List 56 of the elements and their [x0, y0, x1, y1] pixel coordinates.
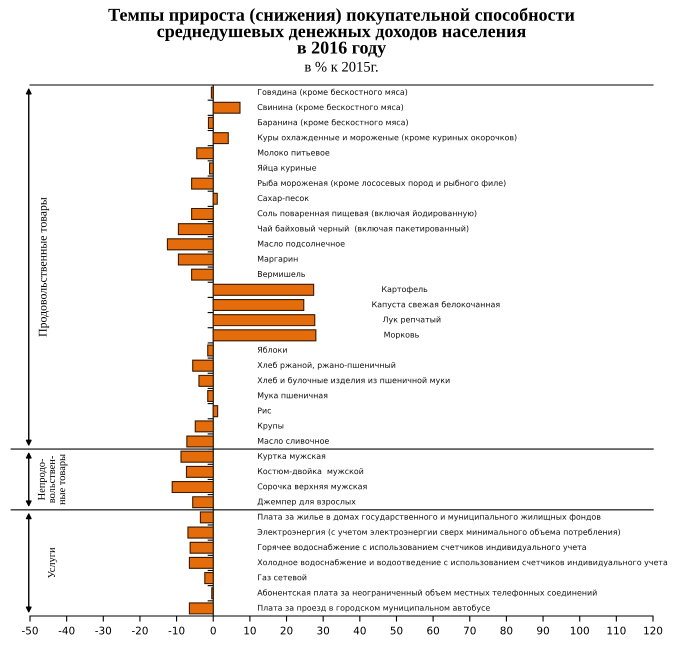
bar [212, 298, 304, 311]
bar [208, 116, 214, 129]
x-tick-label: -30 [95, 626, 112, 634]
x-tick-label: -20 [132, 626, 148, 634]
chart-title: Темпы прироста (снижения) покупательной способности среднедушевых денежных доходов населения в 2016 году [108, 8, 574, 58]
x-tick-label: 80 [500, 626, 512, 634]
bar [192, 360, 214, 372]
bar [180, 450, 214, 463]
bar [191, 268, 214, 281]
annotation: Продовольственные товары [38, 197, 50, 337]
x-tick-label: -10 [168, 626, 184, 634]
x-tick-label: 70 [464, 626, 476, 634]
bar [212, 314, 316, 326]
bar [207, 390, 214, 402]
x-tick-label: 120 [644, 626, 662, 634]
bar [212, 102, 241, 114]
bar [212, 405, 218, 418]
bar [178, 253, 214, 266]
bar [207, 344, 214, 357]
bar [200, 511, 214, 524]
x-tick-label: 30 [317, 626, 330, 634]
bar [191, 208, 214, 220]
x-tick-label: 90 [537, 626, 549, 634]
x-tick-label: 110 [608, 626, 626, 634]
bar [198, 374, 214, 387]
x-tick-label: 100 [570, 626, 589, 634]
bar [178, 223, 214, 236]
x-tick-label: 60 [427, 626, 440, 634]
bar [188, 602, 214, 614]
chart-subtitle: в % к 2015г. [304, 62, 378, 72]
x-tick-label: 50 [390, 626, 402, 634]
bar [204, 572, 214, 584]
bar [212, 192, 218, 205]
annotation: Услуги [48, 548, 58, 578]
x-tick-label: 10 [244, 626, 256, 634]
bar [187, 526, 214, 539]
x-tick-label: -50 [22, 626, 38, 634]
bar [186, 466, 214, 478]
bar [172, 481, 214, 494]
bar [212, 329, 316, 342]
bar [209, 162, 214, 174]
bar [188, 556, 214, 569]
annotation: Непродо- вольствен- ные товары [38, 454, 68, 505]
bar [192, 496, 214, 508]
bar [196, 147, 214, 160]
x-tick-label: 0 [210, 626, 216, 634]
bar [190, 542, 214, 554]
x-tick-label: 20 [280, 626, 292, 634]
bar [166, 238, 214, 250]
bar [212, 132, 229, 144]
bar [191, 178, 214, 190]
bar [212, 284, 314, 296]
x-tick-label: -40 [58, 626, 74, 634]
bar [186, 436, 214, 448]
x-tick-label: 40 [354, 626, 366, 634]
bar [194, 420, 214, 432]
